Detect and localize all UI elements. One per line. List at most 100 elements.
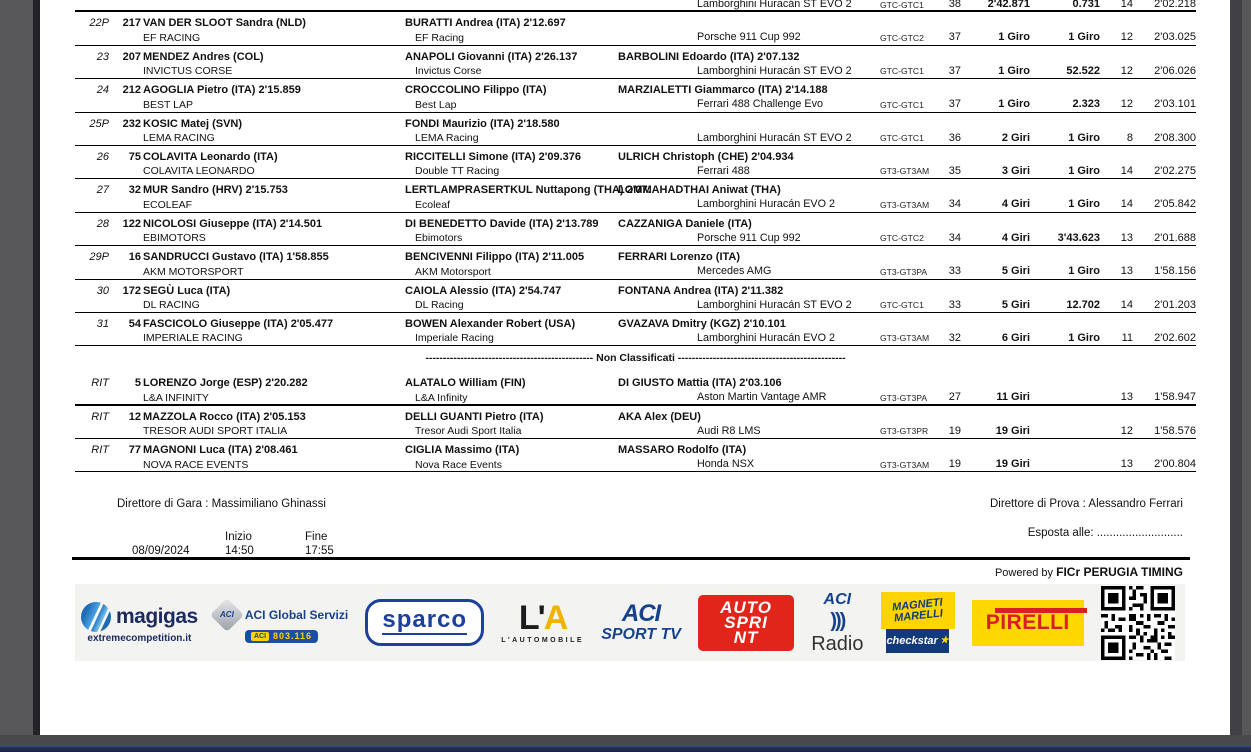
car-model-cell: Porsche 911 Cup 992 [697, 231, 801, 244]
team1-name: EF RACING [143, 31, 201, 44]
team1-name: INVICTUS CORSE [143, 65, 233, 78]
driver3-name: CAZZANIGA Daniele (ITA) [618, 217, 752, 230]
pirelli-logo: PIRELLI [971, 599, 1087, 646]
driver1-name: NICOLOSI Giuseppe (ITA) 2'14.501 [143, 217, 323, 230]
laps-cell: 19 [948, 458, 961, 471]
team2-name: AKM Motorsport [415, 265, 491, 278]
driver2-name: DELLI GUANTI Pietro (ITA) [405, 410, 544, 423]
car-model-cell: Lamborghini Huracán ST EVO 2 [697, 131, 852, 144]
team1-name: COLAVITA LEONARDO [143, 165, 255, 178]
aci-global-wordmark: ACI Global Servizi [244, 607, 349, 622]
team2-name: LEMA Racing [415, 132, 479, 145]
driver2-name: CIGLIA Massimo (ITA) [405, 444, 520, 457]
table-row: 24 212 AGOGLIA Pietro (ITA) 2'15.859 BES… [75, 79, 1196, 113]
class-cell: GTC-GTC2 [880, 32, 924, 43]
detach-cell: 2.323 [1072, 98, 1100, 111]
powered-by-label: Powered by FICr PERUGIA TIMING [995, 565, 1183, 579]
driver1-cell: MAZZOLA Rocco (ITA) 2'05.153 TRESOR AUDI… [143, 411, 306, 438]
car-model-cell: Lamborghini Huracán EVO 2 [697, 198, 836, 211]
team1-name: TRESOR AUDI SPORT ITALIA [143, 425, 288, 438]
class-cell: GTC-GTC1 [880, 99, 924, 110]
best-lap-time-cell: 2'01.203 [1154, 298, 1196, 311]
autosprint-logo: AUTO SPRI NT [698, 594, 795, 651]
gap-cell: 1 Giro [998, 64, 1030, 77]
laps-cell: 36 [948, 131, 961, 144]
results-document-page: HC RACING DIVISION HC Racing Division La… [40, 0, 1230, 735]
team1-name: EBIMOTORS [143, 232, 206, 245]
laps-cell: 37 [948, 31, 961, 44]
position-cell: 29P [89, 251, 109, 264]
driver3-name: MARZIALETTI Giammarco (ITA) 2'14.188 [618, 84, 828, 97]
autosprint-line1: AUTO [720, 598, 772, 617]
event-date: 08/09/2024 [132, 545, 190, 557]
laps-cell: 34 [948, 198, 961, 211]
divider-dashes-left: ----------------------------------------… [425, 352, 594, 365]
aci-global-servizi-logo: ACI ACI Global Servizi ACI 803.116 [209, 597, 349, 643]
class-cell: GTC-GTC2 [880, 233, 924, 244]
table-row: RIT 5 LORENZO Jorge (ESP) 2'20.282 L&A I… [75, 372, 1196, 406]
detach-cell: 52.522 [1066, 64, 1100, 77]
driver1-cell: LORENZO Jorge (ESP) 2'20.282 L&A INFINIT… [143, 377, 308, 404]
driver2-cell: DI BENEDETTO Davide (ITA) 2'13.789 Ebimo… [405, 218, 599, 245]
position-cell: 23 [96, 50, 109, 63]
best-lap-time-cell: 2'02.275 [1154, 164, 1196, 177]
team2-name: EF Racing [415, 31, 465, 44]
car-number-cell: 5 [134, 377, 141, 390]
team2-name: Ecoleaf [415, 198, 451, 211]
table-row: 25P 232 KOSIC Matej (SVN) LEMA RACING FO… [75, 113, 1196, 146]
car-model-cell: Lamborghini Huracán ST EVO 2 [697, 298, 852, 311]
detach-cell: 1 Giro [1068, 265, 1100, 278]
class-cell: GT3-GT3PA [880, 266, 928, 277]
driver3-name: ULRICH Christoph (CHE) 2'04.934 [618, 150, 794, 163]
best-lap-time-cell: 1'58.576 [1154, 424, 1196, 437]
gap-cell: 3 Giri [1001, 164, 1030, 177]
gap-cell: 4 Giri [1001, 198, 1030, 211]
magigas-url: extremecompetition.it [87, 632, 192, 644]
class-cell: GT3-GT3AM [880, 166, 930, 177]
aci-sport-aci: ACI [621, 600, 661, 627]
position-cell: 28 [96, 217, 109, 230]
autosprint-line2: SPRI [724, 613, 768, 632]
team1-name: AKM MOTORSPORT [143, 265, 244, 278]
detach-cell: 1 Giro [1068, 131, 1100, 144]
position-cell: RIT [91, 410, 109, 423]
driver2-name: ALATALO William (FIN) [405, 377, 526, 390]
car-number-cell: 172 [122, 284, 141, 297]
non-classificati-divider: ----------------------------------------… [75, 346, 1196, 372]
gap-cell: 19 Giri [995, 458, 1030, 471]
class-cell: GTC-GTC1 [880, 0, 924, 10]
driver1-cell: AGOGLIA Pietro (ITA) 2'15.859 BEST LAP [143, 84, 301, 111]
aci-radio-logo: ACI ))) Radio [811, 591, 863, 654]
team1-name: ECOLEAF [143, 198, 193, 211]
best-lap-time-cell: 1'58.947 [1154, 391, 1196, 404]
gap-cell: 4 Giri [1001, 231, 1030, 244]
best-lap-number-cell: 12 [1120, 64, 1133, 77]
laps-cell: 32 [948, 331, 961, 344]
team2-name: Tresor Audi Sport Italia [415, 425, 522, 438]
best-lap-number-cell: 14 [1120, 0, 1133, 10]
table-row: 23 207 MENDEZ Andres (COL) INVICTUS CORS… [75, 46, 1196, 80]
class-cell: GTC-GTC1 [880, 66, 924, 77]
driver2-name: LERTLAMPRASERTKUL Nuttapong (THA) 2'07. [405, 184, 651, 197]
best-lap-number-cell: 13 [1120, 458, 1133, 471]
laps-cell: 34 [948, 231, 961, 244]
class-cell: GTC-GTC1 [880, 300, 924, 311]
class-cell: GT3-GT3PA [880, 392, 928, 403]
team1-name: L&A INFINITY [143, 391, 209, 404]
lautomobile-caption: L'AUTOMOBILE [501, 637, 585, 644]
table-row: RIT 12 MAZZOLA Rocco (ITA) 2'05.153 TRES… [75, 406, 1196, 440]
driver2-cell: FONDI Maurizio (ITA) 2'18.580 LEMA Racin… [405, 118, 560, 145]
driver1-cell: FASCICOLO Giuseppe (ITA) 2'05.477 IMPERI… [143, 318, 333, 345]
start-time: 14:50 [225, 545, 254, 557]
team2-name: Nova Race Events [415, 458, 502, 471]
driver2-cell: ANAPOLI Giovanni (ITA) 2'26.137 Invictus… [405, 51, 577, 78]
driver2-name: CROCCOLINO Filippo (ITA) [405, 84, 547, 97]
detach-cell: 0.731 [1072, 0, 1100, 10]
best-lap-number-cell: 12 [1120, 98, 1133, 111]
laps-cell: 19 [948, 424, 961, 437]
driver3-name: MASSARO Rodolfo (ITA) [618, 444, 747, 457]
driver1-cell: KOSIC Matej (SVN) LEMA RACING [143, 118, 242, 145]
best-lap-time-cell: 2'01.688 [1154, 231, 1196, 244]
gap-cell: 6 Giri [1001, 331, 1030, 344]
pirelli-bar-icon [994, 608, 1087, 613]
